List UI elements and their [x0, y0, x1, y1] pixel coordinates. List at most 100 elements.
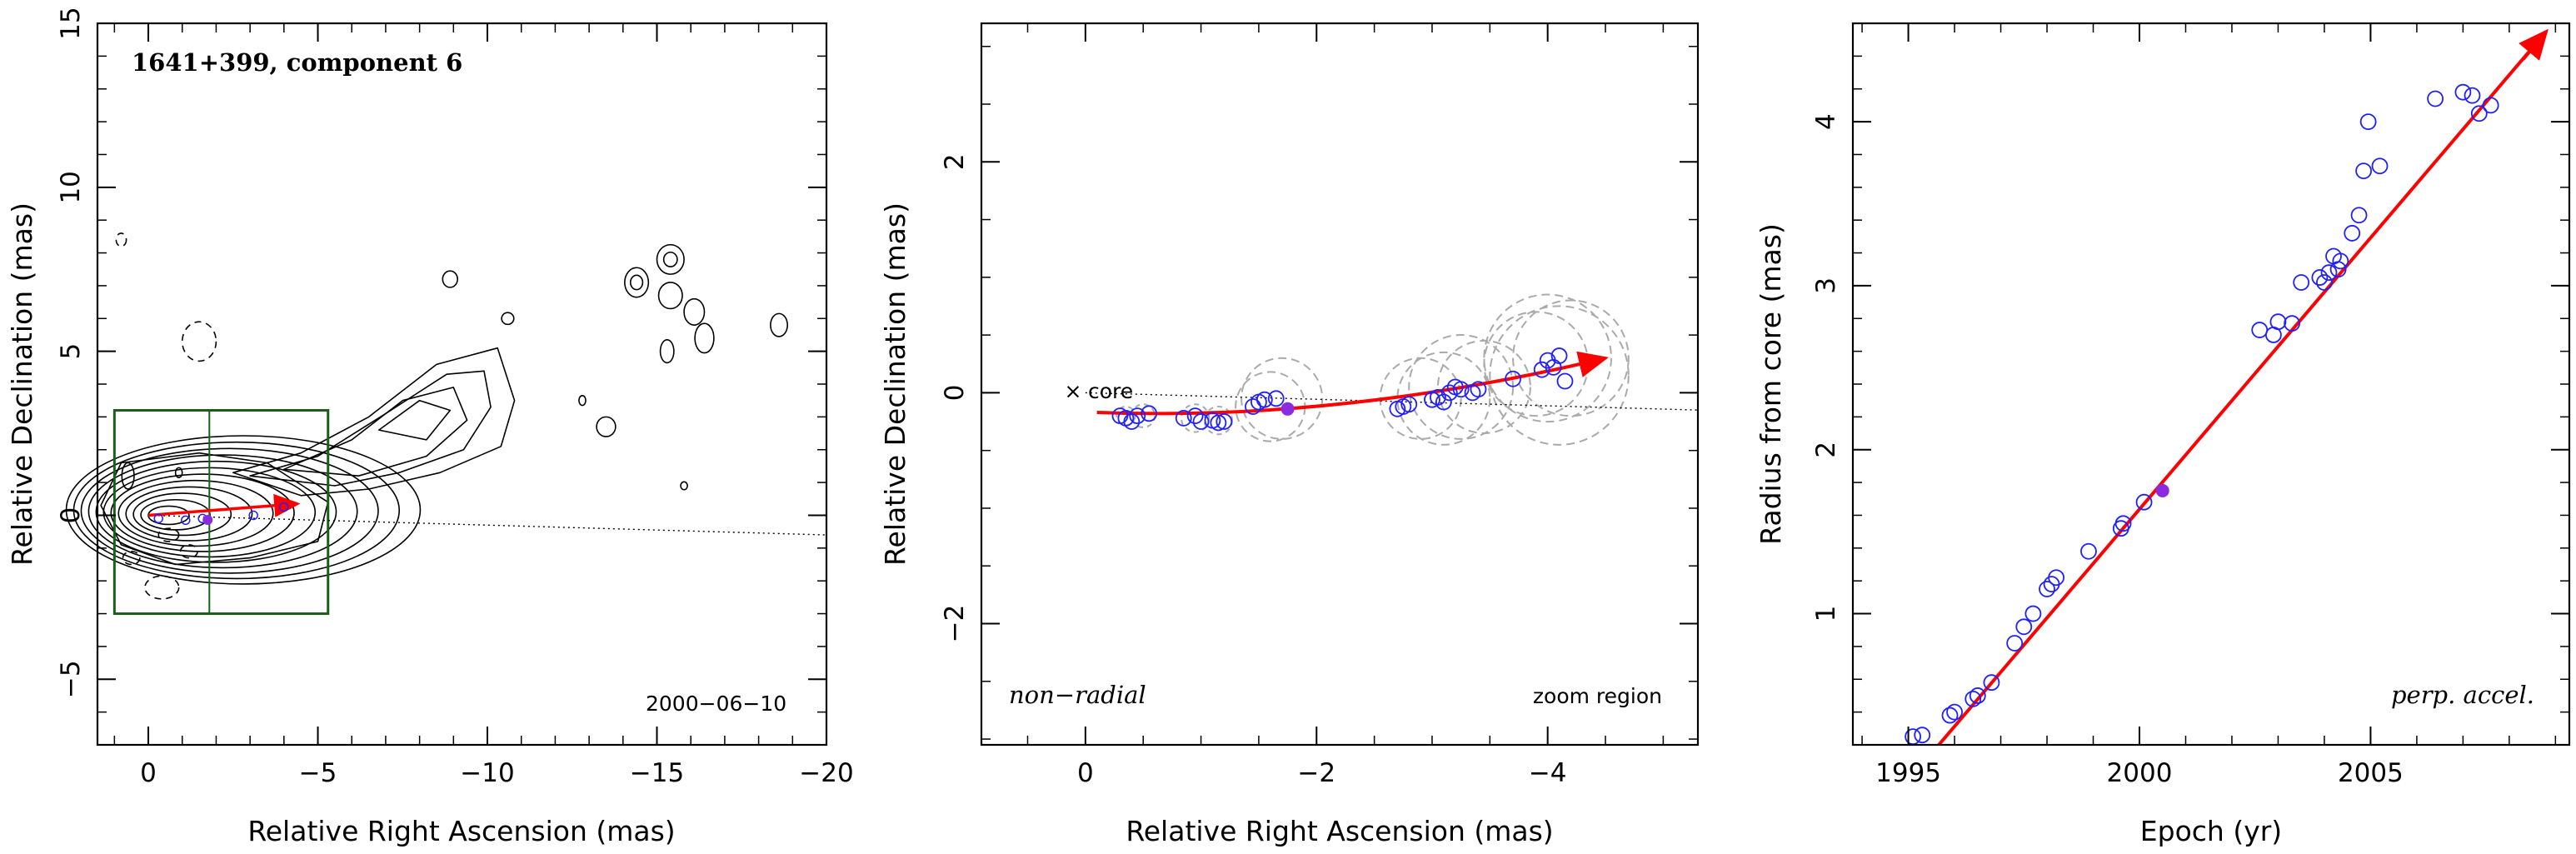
- error-circle: [1180, 403, 1211, 433]
- contour-blob: [442, 270, 459, 288]
- data-point: [1216, 413, 1233, 430]
- data-point: [2284, 315, 2300, 332]
- data-point: [2269, 313, 2287, 331]
- contour-blob: [629, 274, 644, 291]
- data-point: [1983, 674, 2000, 692]
- contour-level: [95, 460, 337, 563]
- data-point: [2470, 105, 2488, 122]
- x-axis-label: Epoch (yr): [2140, 815, 2282, 847]
- contour-blob: [683, 297, 706, 326]
- x-tick-label: 2000: [2107, 758, 2173, 788]
- fit-arrow: [1936, 28, 2549, 745]
- data-point: [1129, 407, 1146, 425]
- data-point: [1186, 407, 1204, 425]
- data-point: [2482, 97, 2499, 114]
- component-point: [153, 513, 164, 524]
- data-point: [1440, 384, 1458, 402]
- axis-ticks: 1995 2000 2005 1 2 3 4: [1811, 23, 2569, 788]
- error-circle: [1131, 403, 1156, 428]
- y-tick-label: 2: [940, 153, 970, 170]
- data-point: [1210, 414, 1227, 432]
- data-point: [2311, 269, 2329, 286]
- data-point: [2080, 542, 2097, 560]
- x-tick-label: −2: [1297, 758, 1335, 788]
- error-circle: [1489, 305, 1630, 446]
- contour-blob: [662, 251, 678, 267]
- data-point: [2464, 87, 2481, 104]
- x-tick-label: 2005: [2338, 758, 2404, 788]
- current-component-point: [202, 514, 213, 525]
- negative-contour: [144, 575, 180, 600]
- annotation-perp-accel: perp. accel.: [2391, 681, 2534, 709]
- error-circle: [1483, 293, 1612, 423]
- axis-ticks: 0 −5 −10 −15 −20 −5 0 5 10 15: [56, 7, 854, 788]
- contour-lines: [65, 232, 788, 600]
- contour-level: [87, 454, 358, 569]
- x-tick-label: −5: [299, 758, 337, 788]
- y-tick-label: −5: [56, 660, 86, 698]
- date-label: 2000−06−10: [646, 692, 786, 716]
- x-axis-label: Relative Right Ascension (mas): [247, 815, 675, 847]
- data-point: [1256, 391, 1273, 408]
- data-point: [1550, 347, 1568, 364]
- data-point: [1505, 370, 1521, 387]
- x-tick-label: 1995: [1875, 758, 1941, 788]
- contour-level: [378, 399, 452, 441]
- x-tick-label: 0: [140, 758, 157, 788]
- contour-blob: [624, 267, 650, 298]
- data-point: [2332, 252, 2349, 270]
- source-title: 1641+399, component 6: [132, 48, 462, 77]
- axis-ticks: 0 −2 −4 −2 0 2: [940, 23, 1698, 788]
- contour-level: [65, 435, 422, 585]
- contour-blob: [680, 481, 688, 491]
- data-point: [1556, 372, 1574, 390]
- annotation-zoom-region: zoom region: [1533, 684, 1662, 708]
- data-point: [2114, 515, 2132, 532]
- data-point: [2355, 162, 2372, 180]
- y-tick-label: 15: [56, 7, 86, 39]
- data-point: [1969, 687, 1986, 704]
- data-point: [2371, 157, 2389, 175]
- current-data-point: [1281, 402, 1295, 416]
- contour-blob: [656, 243, 685, 275]
- x-tick-label: −10: [460, 758, 514, 788]
- trajectory-marks: [147, 493, 827, 536]
- contour-blob: [121, 462, 135, 490]
- contour-blob: [657, 282, 683, 310]
- data-point: [1267, 390, 1285, 407]
- contour-blob: [174, 467, 183, 478]
- data-point: [1914, 727, 1931, 744]
- negative-contour: [122, 550, 141, 566]
- reference-line: [1085, 392, 1699, 411]
- contour-level: [72, 441, 401, 580]
- data-point: [2316, 274, 2333, 291]
- core-marker: ×: [1065, 379, 1082, 403]
- data-point: [2039, 581, 2055, 597]
- data-point: [2015, 618, 2033, 636]
- contour-level: [80, 447, 379, 574]
- error-circle: [1116, 406, 1136, 427]
- annotation-non-radial: non−radial: [1009, 681, 1146, 709]
- data-point: [1941, 707, 1959, 724]
- reference-line: [148, 514, 827, 536]
- data-point: [2024, 605, 2042, 622]
- y-tick-label: 2: [1811, 442, 1841, 458]
- data-point: [1452, 381, 1470, 398]
- data-point: [2427, 90, 2444, 107]
- component-point: [181, 515, 191, 526]
- contour-level: [125, 486, 253, 542]
- data-point: [1470, 381, 1487, 398]
- y-tick-label: −2: [940, 605, 970, 643]
- data-point: [1123, 413, 1141, 430]
- y-tick-label: 1: [1811, 606, 1841, 622]
- contour-blob: [578, 394, 587, 407]
- contour-level: [283, 387, 468, 477]
- y-tick-label: 0: [56, 507, 86, 524]
- plot-frame: [980, 22, 1700, 747]
- negative-contour: [157, 527, 180, 542]
- trajectory-arrow: [1096, 351, 1609, 416]
- fit-arrow-head: [2519, 28, 2549, 61]
- trajectory-arrow: [147, 493, 301, 517]
- data-point: [1175, 409, 1192, 427]
